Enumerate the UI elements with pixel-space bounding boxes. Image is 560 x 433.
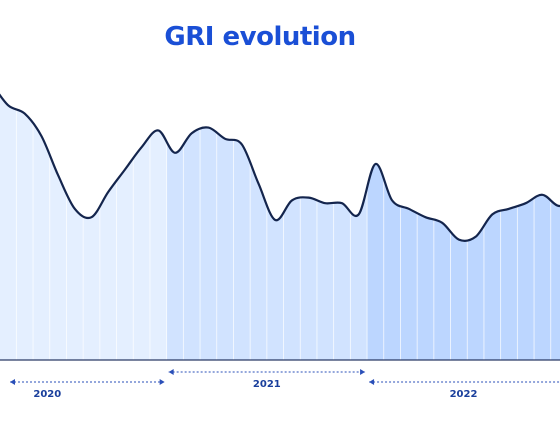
series-line: [0, 93, 560, 242]
arrow-head: [159, 379, 165, 385]
year-label-2020: 2020: [33, 389, 61, 400]
year-label-2021: 2021: [253, 379, 281, 390]
arrow-head: [360, 369, 366, 375]
arrow-head: [369, 379, 375, 385]
period-bands: [0, 82, 560, 360]
year-label-2022: 2022: [450, 389, 478, 400]
year-markers: 2020 2021 2022: [10, 369, 560, 400]
chart-title: GRI evolution: [164, 22, 356, 52]
arrow-head: [10, 379, 15, 385]
arrow-head: [168, 369, 174, 375]
